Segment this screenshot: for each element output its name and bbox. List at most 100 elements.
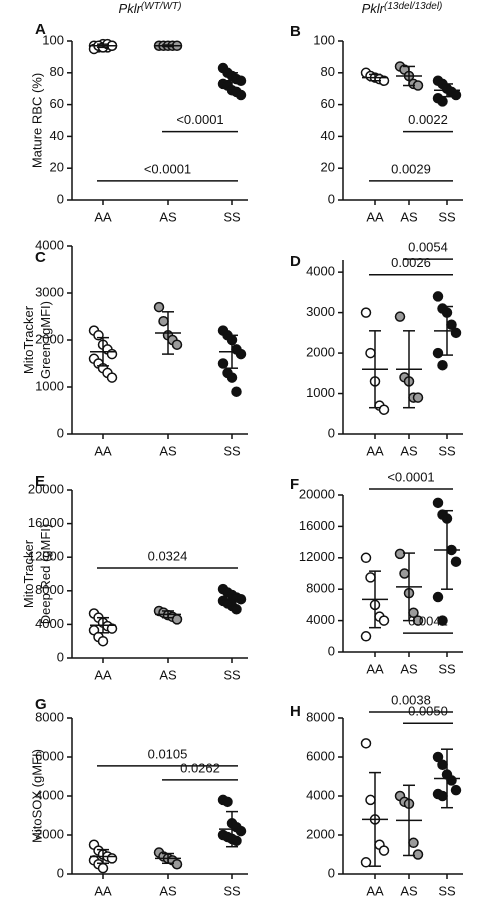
y-tick-label: 2000 <box>306 345 335 360</box>
error-bar <box>434 748 460 809</box>
y-tick-label: 40 <box>50 128 64 143</box>
data-point <box>226 372 238 383</box>
y-axis-label: MitoTracker <box>21 539 36 608</box>
y-tick-label: 8000 <box>306 709 335 724</box>
data-point <box>408 837 419 849</box>
x-tick-label: AA <box>94 443 112 458</box>
p-value: 0.0038 <box>391 692 431 707</box>
p-value: 0.0022 <box>408 112 448 127</box>
data-point <box>450 327 462 339</box>
error-bar <box>219 72 245 90</box>
x-tick-label: AA <box>94 883 112 898</box>
error-bar <box>396 330 422 409</box>
data-point <box>394 311 406 322</box>
x-tick-label: SS <box>223 443 241 458</box>
data-point <box>106 348 118 360</box>
data-point <box>235 89 247 101</box>
column-header: Pklr(13del/13del) <box>362 1 443 17</box>
data-point <box>446 775 457 786</box>
y-axis-label: Mature RBC (%) <box>29 73 44 168</box>
y-tick-label: 3000 <box>35 284 64 299</box>
y-tick-label: 4000 <box>306 264 335 279</box>
y-tick-label: 20 <box>50 160 64 175</box>
y-tick-label: 4000 <box>306 612 335 627</box>
p-value: 0.0054 <box>408 240 448 255</box>
x-tick-label: AS <box>400 209 418 224</box>
y-tick-label: 8000 <box>306 581 335 596</box>
error-bar <box>219 593 245 607</box>
data-point <box>378 845 390 856</box>
y-tick-label: 1000 <box>35 378 64 393</box>
data-point <box>171 339 183 350</box>
p-value: <0.0001 <box>176 112 223 127</box>
data-point <box>365 794 376 806</box>
x-tick-label: AA <box>94 209 112 224</box>
data-point <box>365 347 376 359</box>
data-point <box>106 853 118 864</box>
data-point <box>432 291 444 302</box>
data-point <box>412 849 424 860</box>
panel-label: C <box>35 249 46 266</box>
error-bar <box>219 810 245 848</box>
error-bar <box>155 311 181 355</box>
y-tick-label: 16000 <box>28 515 64 530</box>
x-tick-label: AS <box>400 661 418 676</box>
x-tick-label: AS <box>400 443 418 458</box>
error-bar <box>362 570 388 629</box>
error-bar <box>90 848 116 865</box>
panel-label: E <box>35 473 45 490</box>
y-tick-label: 0 <box>57 865 64 880</box>
data-point <box>450 784 462 796</box>
header-superscript: (13del/13del) <box>384 1 442 12</box>
x-tick-label: AS <box>159 209 177 224</box>
y-axis-label: MitoTracker <box>21 305 36 374</box>
x-tick-label: AA <box>366 443 384 458</box>
error-bar <box>396 784 422 857</box>
x-tick-label: SS <box>223 667 241 682</box>
column-header: Pklr(WT/WT) <box>119 1 182 17</box>
p-value: 0.0042 <box>408 614 448 629</box>
x-tick-label: AA <box>94 667 112 682</box>
error-bar <box>90 336 116 367</box>
data-point <box>437 790 448 802</box>
y-tick-label: 12000 <box>28 549 64 564</box>
x-tick-label: SS <box>223 209 241 224</box>
x-tick-label: AS <box>159 443 177 458</box>
error-bar <box>362 73 388 82</box>
error-bar <box>155 44 181 48</box>
y-tick-label: 40 <box>321 128 335 143</box>
y-tick-label: 0 <box>57 425 64 440</box>
data-point <box>437 359 448 371</box>
error-bar <box>90 43 116 49</box>
y-tick-label: 2000 <box>306 826 335 841</box>
y-tick-label: 8000 <box>35 582 64 597</box>
data-point <box>360 552 372 564</box>
data-point <box>171 859 183 870</box>
y-tick-label: 12000 <box>299 549 335 564</box>
y-tick-label: 6000 <box>35 748 64 763</box>
y-tick-label: 0 <box>328 191 335 206</box>
data-point <box>432 751 444 763</box>
data-point <box>437 759 448 771</box>
x-tick-label: SS <box>438 443 456 458</box>
y-tick-label: 4000 <box>35 616 64 631</box>
y-axis-label: Deep Red (gMFI) <box>38 524 53 624</box>
error-bar <box>219 334 245 369</box>
panel-label: D <box>290 253 301 270</box>
data-point <box>231 604 242 615</box>
error-bar <box>155 610 181 619</box>
header-text: Pklr <box>119 1 142 16</box>
y-tick-label: 0 <box>328 425 335 440</box>
y-tick-label: 60 <box>50 96 64 111</box>
p-value: 0.0026 <box>391 255 431 270</box>
y-tick-label: 100 <box>42 32 64 47</box>
error-bar <box>362 330 388 409</box>
x-tick-label: SS <box>438 661 456 676</box>
x-tick-label: AS <box>159 883 177 898</box>
panel-label: B <box>290 23 301 40</box>
y-tick-label: 4000 <box>35 237 64 252</box>
panel-label: F <box>290 476 299 493</box>
data-point <box>437 615 448 626</box>
panel-label: A <box>35 21 46 38</box>
